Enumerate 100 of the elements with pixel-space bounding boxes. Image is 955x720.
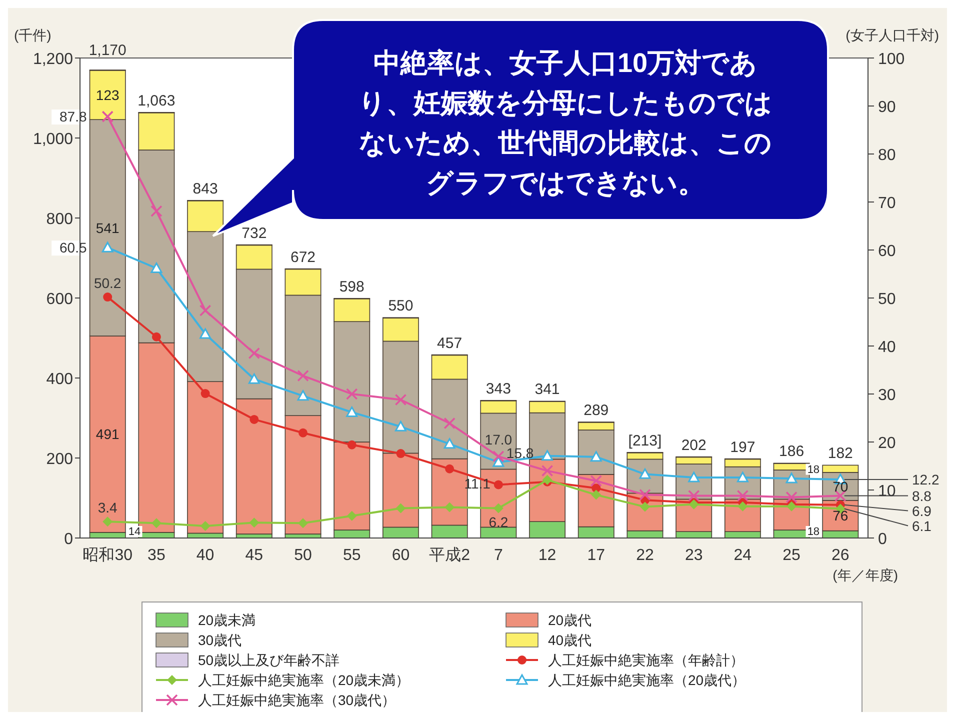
point — [493, 503, 504, 514]
point — [347, 440, 356, 450]
total-label: 843 — [192, 180, 218, 198]
data-label: 123 — [96, 87, 120, 103]
point — [298, 428, 308, 438]
point — [150, 205, 162, 218]
point — [150, 262, 162, 273]
point — [396, 503, 406, 514]
data-label: 6.9 — [912, 502, 932, 519]
point — [249, 518, 260, 528]
x-tick-label: 55 — [342, 547, 361, 564]
y-tick-label: 1,200 — [32, 51, 74, 68]
data-label: 541 — [96, 220, 120, 236]
point — [200, 328, 212, 339]
y2-tick-label: 100 — [878, 51, 905, 68]
legend-label: 50歳以上及び年齢不詳 — [198, 652, 340, 668]
y2-tick-label: 40 — [878, 339, 896, 356]
point — [688, 490, 700, 502]
point — [346, 388, 358, 400]
data-label: 14 — [128, 526, 141, 538]
total-label: 672 — [290, 248, 316, 266]
point — [445, 464, 454, 474]
point — [102, 516, 113, 527]
point — [542, 474, 552, 485]
point — [444, 417, 456, 430]
data-label: 8.8 — [912, 488, 932, 504]
point — [444, 502, 455, 512]
total-label: 197 — [730, 438, 756, 456]
point — [786, 491, 798, 504]
x-tick-label: 12 — [538, 547, 556, 564]
point — [738, 501, 748, 512]
point — [151, 518, 162, 528]
x-tick-label: 25 — [782, 547, 801, 564]
y2-tick-label: 30 — [878, 387, 896, 404]
point — [396, 449, 406, 458]
point — [639, 488, 651, 501]
point — [688, 499, 699, 510]
x-tick-label: 昭和30 — [82, 546, 133, 564]
total-label: 1,063 — [138, 92, 176, 110]
y2-tick-label: 60 — [878, 243, 896, 260]
y-axis-title: (千件) — [14, 27, 52, 43]
y-tick-label: 1,000 — [32, 131, 74, 148]
y2-tick-label: 90 — [878, 99, 896, 116]
data-label: 15.8 — [506, 445, 534, 462]
point — [297, 390, 309, 401]
data-label: 50.2 — [94, 275, 122, 292]
data-label: 12.2 — [912, 471, 940, 488]
x-tick-label: 23 — [684, 547, 703, 564]
total-label: 457 — [437, 334, 462, 352]
point — [199, 304, 212, 316]
x-tick-label: 35 — [148, 547, 166, 564]
legend-label: 人工妊娠中絶実施率（20歳代） — [548, 672, 746, 688]
total-label: 186 — [779, 443, 804, 460]
total-label: 289 — [584, 402, 609, 419]
point — [250, 414, 259, 424]
total-label: 598 — [339, 278, 364, 296]
data-label: 6.1 — [912, 518, 932, 534]
total-label: 732 — [242, 224, 267, 242]
y-tick-label: 800 — [46, 211, 74, 228]
point — [346, 510, 357, 521]
data-label: 18 — [807, 464, 820, 476]
annotation: 中絶率は、女子人口10万対であり、妊娠数を分母にしたものではないため、世代間の比較は、このグラフではできない。 — [358, 48, 772, 198]
x-tick-label: 17 — [587, 547, 606, 564]
point — [103, 292, 112, 302]
point — [394, 420, 406, 432]
x-tick-label: 45 — [245, 547, 264, 564]
x-tick-label: 平成2 — [429, 546, 470, 564]
point — [200, 521, 210, 531]
point — [492, 456, 504, 467]
data-label: 17.0 — [484, 431, 512, 448]
total-label: 202 — [681, 436, 706, 454]
data-label: 491 — [96, 426, 120, 442]
point — [248, 373, 260, 384]
total-label: [213] — [628, 432, 662, 450]
point — [298, 518, 308, 528]
legend-label: 人工妊娠中絶実施率（年齢計） — [548, 652, 744, 668]
total-label: 341 — [534, 381, 560, 398]
point — [542, 450, 554, 461]
point — [541, 464, 554, 477]
point — [152, 332, 161, 342]
legend-label: 20歳代 — [548, 612, 592, 628]
data-label: 11.1 — [464, 476, 491, 492]
point — [736, 472, 748, 482]
point — [492, 450, 504, 462]
y2-tick-label: 50 — [878, 291, 896, 308]
x-tick-label: 22 — [636, 547, 654, 564]
data-label: 6.2 — [488, 514, 508, 530]
x-tick-label: 50 — [294, 547, 312, 564]
x-tick-label: 7 — [494, 547, 503, 564]
data-label: 3.4 — [98, 500, 118, 516]
x-tick-label: 60 — [392, 547, 410, 564]
x-tick-label: 40 — [196, 547, 214, 564]
y-tick-label: 400 — [46, 371, 74, 388]
y-tick-label: 600 — [46, 291, 74, 308]
x-tick-label: 26 — [832, 547, 850, 564]
y2-tick-label: 20 — [878, 435, 896, 452]
point — [200, 389, 210, 398]
point — [346, 406, 358, 417]
legend-label: 人工妊娠中絶実施率（30歳代） — [198, 692, 396, 708]
total-label: 1,170 — [88, 42, 126, 59]
